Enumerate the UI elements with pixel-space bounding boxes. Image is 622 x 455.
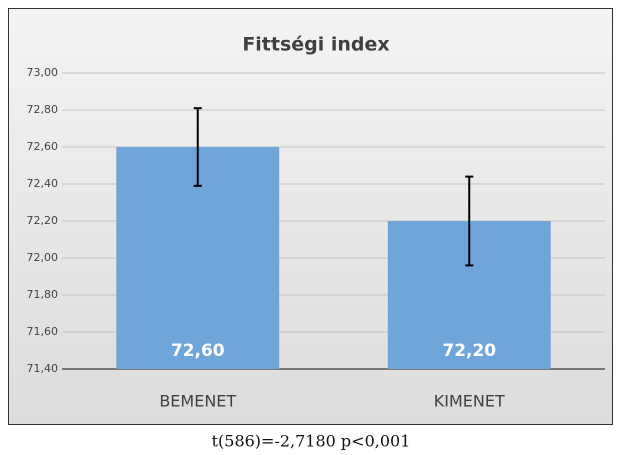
y-tick-label: 72,80 xyxy=(27,103,59,116)
chart-title: Fittségi index xyxy=(242,34,389,56)
caption: t(586)=-2,7180 p<0,001 xyxy=(212,432,411,451)
x-tick-label: KIMENET xyxy=(434,392,505,411)
x-tick-label: BEMENET xyxy=(159,392,236,411)
y-tick-label: 72,00 xyxy=(27,251,59,264)
y-tick-label: 72,20 xyxy=(27,214,59,227)
value-label: 72,60 xyxy=(171,341,225,361)
y-tick-label: 72,60 xyxy=(27,140,59,153)
y-tick-label: 73,00 xyxy=(27,66,59,79)
value-label: 72,20 xyxy=(442,341,496,361)
y-tick-label: 71,40 xyxy=(27,362,59,375)
y-tick-label: 71,80 xyxy=(27,288,59,301)
y-tick-label: 72,40 xyxy=(27,177,59,190)
y-tick-label: 71,60 xyxy=(27,325,59,338)
